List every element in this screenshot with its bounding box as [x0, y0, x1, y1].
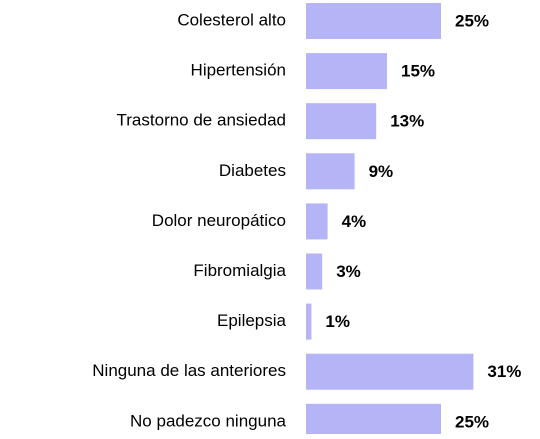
bar: [306, 303, 312, 340]
bar: [306, 53, 387, 90]
category-label: Epilepsia: [217, 311, 287, 330]
bar: [306, 103, 377, 140]
value-label: 1%: [325, 312, 350, 331]
category-label: Ninguna de las anteriores: [92, 361, 286, 380]
category-label: Diabetes: [219, 161, 286, 180]
bar: [306, 3, 441, 39]
category-label: Hipertensión: [191, 61, 286, 80]
category-label: Fibromialgia: [193, 261, 286, 280]
category-label: Colesterol alto: [177, 10, 286, 29]
bar: [306, 203, 328, 240]
value-label: 3%: [336, 262, 361, 281]
value-label: 4%: [342, 212, 367, 231]
bar: [306, 253, 323, 290]
value-label: 25%: [455, 412, 489, 431]
value-label: 13%: [390, 112, 424, 131]
bar: [306, 353, 474, 390]
category-label: Trastorno de ansiedad: [117, 111, 286, 130]
value-label: 9%: [369, 162, 394, 181]
category-label: Dolor neuropático: [152, 211, 286, 230]
value-label: 25%: [455, 11, 489, 30]
bar: [306, 403, 441, 439]
category-label: No padezco ninguna: [130, 411, 287, 430]
value-label: 15%: [401, 62, 435, 81]
value-label: 31%: [487, 362, 521, 381]
bar: [306, 153, 355, 190]
